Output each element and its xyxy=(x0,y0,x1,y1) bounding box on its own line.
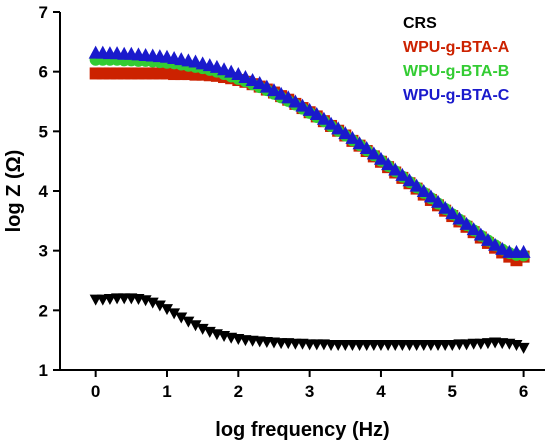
data-point xyxy=(388,162,403,176)
data-point xyxy=(423,189,438,203)
data-point xyxy=(316,111,331,125)
data-point xyxy=(473,227,488,241)
data-point xyxy=(331,121,346,135)
data-point xyxy=(438,200,453,214)
data-point xyxy=(189,320,202,332)
data-point xyxy=(302,102,317,116)
x-tick-label: 0 xyxy=(91,382,100,401)
y-axis-ticks: 1 2 3 4 5 6 7 xyxy=(39,3,60,380)
legend-entry: WPU-g-BTA-A xyxy=(403,39,510,56)
data-point xyxy=(160,304,173,316)
x-tick-label: 6 xyxy=(519,382,528,401)
x-tick-label: 1 xyxy=(162,382,171,401)
data-point xyxy=(288,94,303,108)
data-point xyxy=(366,146,381,160)
x-tick-label: 2 xyxy=(234,382,243,401)
legend: CRS WPU-g-BTA-A WPU-g-BTA-B WPU-g-BTA-C xyxy=(403,15,510,104)
data-point xyxy=(281,90,296,104)
data-point xyxy=(324,116,339,130)
y-tick-label: 3 xyxy=(39,242,48,261)
data-point xyxy=(459,216,474,230)
data-point xyxy=(452,211,467,225)
y-axis-title: log Z (Ω) xyxy=(3,150,25,233)
data-point xyxy=(259,79,274,93)
data-point xyxy=(510,339,523,351)
data-point xyxy=(309,107,324,121)
y-tick-label: 5 xyxy=(39,122,48,141)
series-crs xyxy=(89,293,530,354)
y-tick-label: 7 xyxy=(39,3,48,22)
data-point xyxy=(252,76,267,90)
x-axis-title: log frequency (Hz) xyxy=(215,419,389,441)
data-point xyxy=(168,308,181,320)
data-point xyxy=(402,173,417,187)
legend-entry: WPU-g-BTA-B xyxy=(403,63,509,80)
data-point xyxy=(395,167,410,181)
data-point xyxy=(295,98,310,112)
data-point xyxy=(352,136,367,150)
data-point xyxy=(182,316,195,328)
x-tick-label: 5 xyxy=(448,382,457,401)
y-tick-label: 4 xyxy=(39,182,49,201)
data-point xyxy=(345,130,360,144)
data-point xyxy=(274,86,289,100)
data-point xyxy=(431,194,446,208)
data-point xyxy=(175,312,188,324)
plot-area xyxy=(88,45,531,354)
data-point xyxy=(266,83,281,97)
data-point xyxy=(409,178,424,192)
x-tick-label: 3 xyxy=(305,382,314,401)
data-point xyxy=(516,244,531,258)
x-axis-ticks: 0 1 2 3 4 5 6 xyxy=(91,370,528,401)
data-point xyxy=(416,184,431,197)
data-point xyxy=(338,126,353,140)
x-tick-label: 4 xyxy=(376,382,386,401)
data-point xyxy=(517,342,530,354)
data-point xyxy=(480,232,495,246)
y-tick-label: 6 xyxy=(39,63,48,82)
data-point xyxy=(196,323,209,335)
data-point xyxy=(466,222,481,236)
y-tick-label: 1 xyxy=(39,361,48,380)
data-point xyxy=(146,297,159,309)
data-point xyxy=(153,300,166,312)
series-wpu-g-bta-c xyxy=(88,45,531,258)
data-point xyxy=(373,151,388,165)
legend-entry: WPU-g-BTA-C xyxy=(403,87,510,104)
data-point xyxy=(381,157,396,171)
y-tick-label: 2 xyxy=(39,301,48,320)
data-point xyxy=(488,237,503,251)
data-point xyxy=(359,141,374,155)
legend-entry: CRS xyxy=(403,15,437,32)
data-point xyxy=(445,206,460,220)
